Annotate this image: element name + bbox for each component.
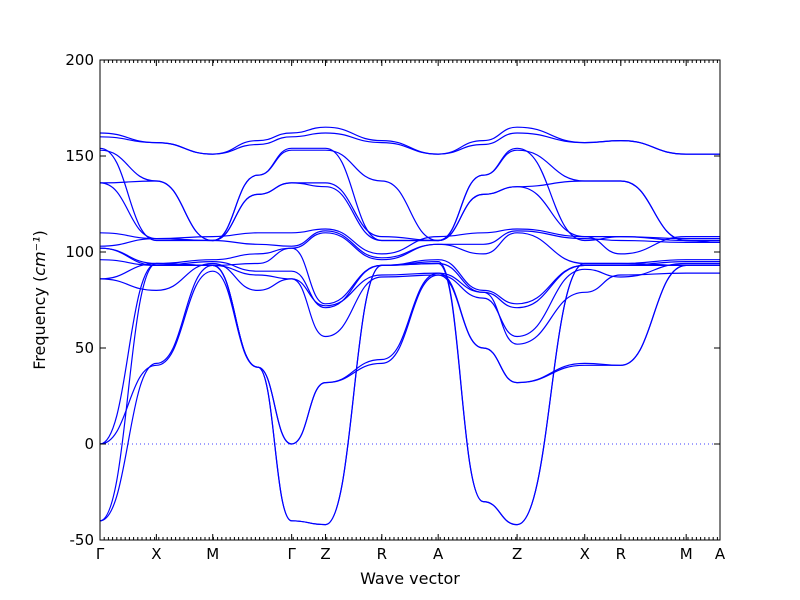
band-17	[99, 260, 720, 526]
y-tick-label: 150	[65, 147, 94, 165]
band-11	[99, 259, 720, 309]
x-tick-label: Z	[320, 545, 330, 563]
band-16	[99, 262, 720, 526]
x-tick-label: Γ	[287, 545, 296, 563]
y-tick-label: 0	[84, 435, 94, 453]
band-4	[99, 149, 721, 243]
x-tick-label: R	[377, 545, 387, 563]
x-tick-label: X	[151, 545, 161, 563]
minor-ticks	[99, 60, 718, 540]
x-tick-label: M	[680, 545, 693, 563]
y-axis-label-text: Frequency	[30, 287, 49, 370]
y-axis-unit: cm⁻¹	[30, 237, 49, 276]
band-2	[99, 132, 720, 155]
x-tick-label: A	[433, 545, 444, 563]
band-lines	[99, 126, 721, 526]
y-axis-label-unit: (cm⁻¹)	[30, 230, 49, 282]
band-8	[99, 230, 720, 259]
band-13	[99, 262, 720, 338]
band-14	[99, 264, 720, 445]
y-tick-label: 200	[65, 51, 94, 69]
x-tick-label: A	[715, 545, 726, 563]
plot-frame	[99, 59, 721, 541]
y-tick-label: -50	[70, 531, 95, 549]
x-tick-label: Γ	[96, 545, 105, 563]
y-axis: -50 0 50 100 150 200	[65, 51, 720, 549]
x-tick-label: X	[580, 545, 590, 563]
x-tick-label: R	[616, 545, 626, 563]
x-tick-label: M	[206, 545, 219, 563]
x-tick-label: Z	[512, 545, 522, 563]
y-tick-label: 50	[75, 339, 94, 357]
band-15	[99, 262, 720, 445]
y-axis-label: Frequency (cm⁻¹)	[30, 230, 49, 370]
band-7	[99, 228, 720, 255]
y-tick-label: 100	[65, 243, 94, 261]
x-axis-label: Wave vector	[360, 569, 460, 588]
